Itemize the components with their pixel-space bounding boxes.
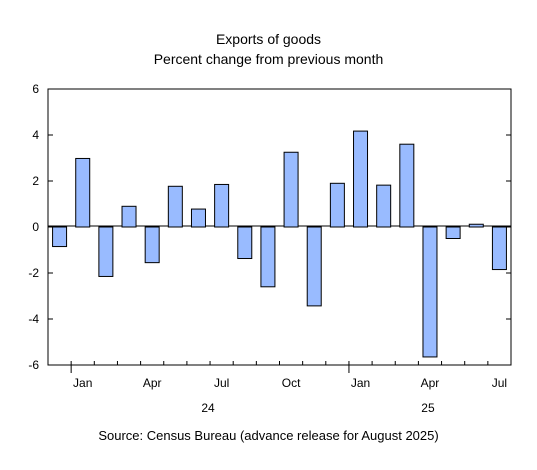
bar (306, 226, 322, 307)
y-tick-label: 0 (32, 220, 39, 234)
y-tick-label: -4 (28, 312, 39, 326)
bar (491, 226, 507, 271)
bar (283, 151, 299, 228)
bar (468, 223, 484, 228)
source-note: Source: Census Bureau (advance release f… (98, 428, 439, 443)
x-tick-label: Jul (492, 376, 507, 390)
x-tick-label: Apr (421, 376, 440, 390)
y-tick-label: -6 (28, 358, 39, 372)
bar (121, 205, 137, 228)
bar (98, 226, 114, 277)
x-tick-label: Apr (143, 376, 162, 390)
bar (353, 130, 369, 228)
bar (422, 226, 438, 358)
bar (399, 143, 415, 228)
y-tick-label: 6 (32, 82, 39, 96)
chart-title: Exports of goods (215, 31, 322, 47)
bar (260, 226, 276, 288)
bar (214, 183, 230, 228)
bar (167, 185, 183, 228)
y-tick-label: -2 (28, 266, 39, 280)
bar (52, 226, 68, 248)
x-year-label: 25 (421, 401, 435, 415)
bar (445, 226, 461, 239)
bar (75, 157, 91, 228)
y-tick-label: 2 (32, 174, 39, 188)
y-tick-label: 4 (32, 128, 39, 142)
bar (376, 184, 392, 228)
x-tick-label: Jan (73, 376, 92, 390)
x-year-label: 24 (201, 401, 215, 415)
x-tick-label: Jul (214, 376, 229, 390)
plot-frame (47, 88, 512, 366)
bar (237, 226, 253, 260)
bar (144, 226, 160, 264)
x-tick-label: Jan (351, 376, 370, 390)
chart-subtitle: Percent change from previous month (153, 51, 384, 67)
x-axis: Jan Apr Jul Oct Jan Apr Jul 24 25 (70, 361, 507, 415)
bar (329, 182, 345, 228)
x-tick-label: Oct (282, 376, 301, 390)
bar (190, 208, 206, 228)
bar-series (52, 130, 507, 358)
